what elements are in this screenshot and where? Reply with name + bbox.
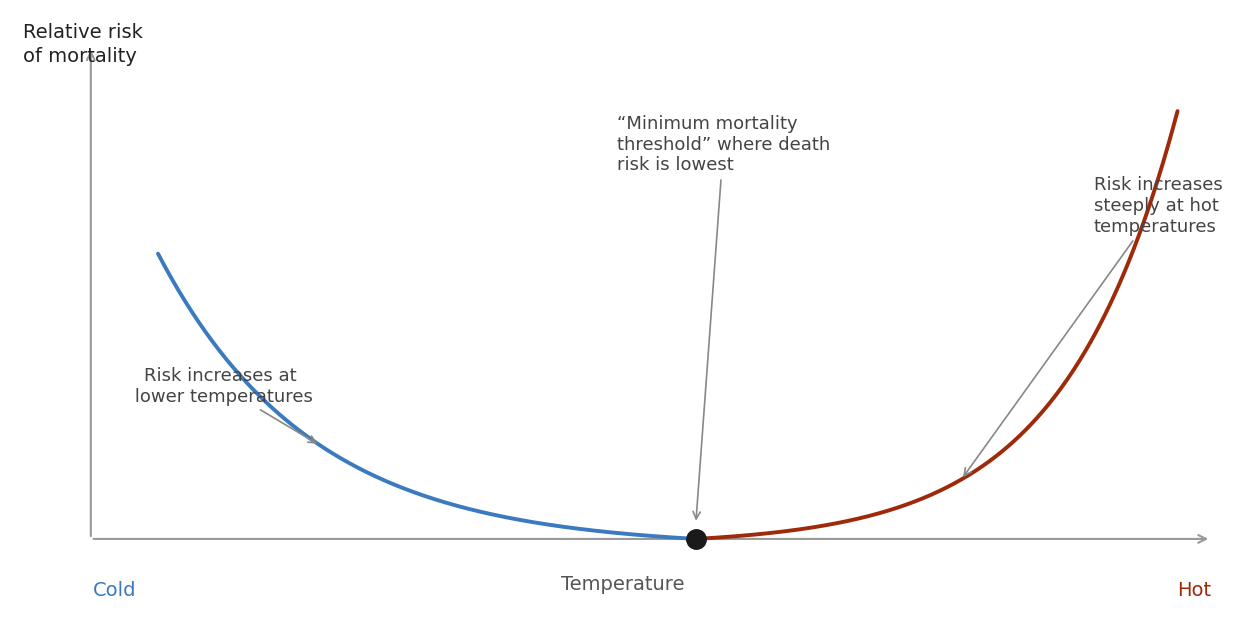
Text: “Minimum mortality
threshold” where death
risk is lowest: “Minimum mortality threshold” where deat… [616, 115, 830, 519]
Text: Risk increases at
 lower temperatures: Risk increases at lower temperatures [128, 367, 316, 443]
Text: Temperature: Temperature [561, 575, 684, 594]
Text: Risk increases
steeply at hot
temperatures: Risk increases steeply at hot temperatur… [964, 176, 1223, 476]
Text: Cold: Cold [93, 581, 137, 601]
Text: Hot: Hot [1177, 581, 1211, 601]
Text: Relative risk
of mortality: Relative risk of mortality [23, 22, 142, 66]
